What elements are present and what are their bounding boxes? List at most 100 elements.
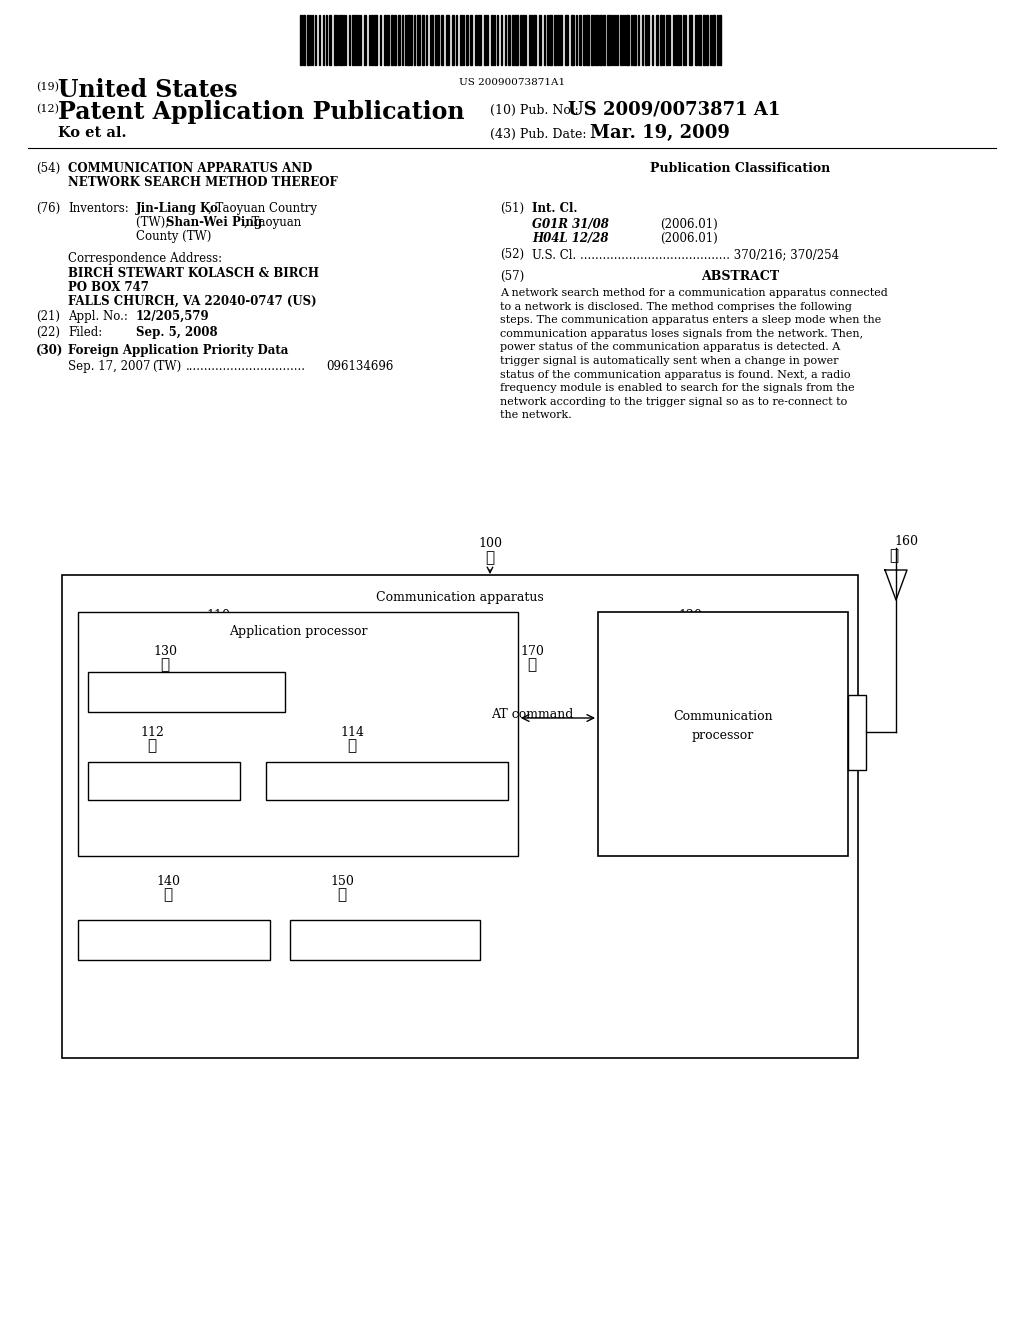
Text: , Taoyuan Country: , Taoyuan Country: [208, 202, 317, 215]
Text: Ko et al.: Ko et al.: [58, 125, 127, 140]
Text: (10) Pub. No.:: (10) Pub. No.:: [490, 104, 579, 117]
Bar: [352, 15, 354, 65]
Text: 170: 170: [520, 645, 544, 657]
Text: (2006.01): (2006.01): [660, 232, 718, 246]
Text: ⌣: ⌣: [213, 622, 222, 636]
Text: 114: 114: [340, 726, 364, 739]
Text: United States: United States: [58, 78, 238, 102]
Bar: [340, 15, 342, 65]
Bar: [398, 15, 400, 65]
Text: (76): (76): [36, 202, 60, 215]
Bar: [374, 15, 377, 65]
Bar: [88, 672, 285, 711]
Bar: [307, 15, 309, 65]
Text: ABSTRACT: ABSTRACT: [701, 271, 779, 282]
Text: Input device: Input device: [345, 935, 425, 948]
Bar: [591, 15, 594, 65]
Text: Application processor: Application processor: [228, 624, 368, 638]
Bar: [560, 15, 562, 65]
Bar: [719, 15, 721, 65]
Bar: [475, 15, 477, 65]
Text: (12): (12): [36, 104, 59, 115]
Text: (2006.01): (2006.01): [660, 218, 718, 231]
Bar: [565, 15, 568, 65]
Bar: [329, 15, 331, 65]
Bar: [598, 612, 848, 855]
Text: 130: 130: [153, 645, 177, 657]
Text: ⌣: ⌣: [347, 739, 356, 752]
Bar: [660, 15, 662, 65]
Text: 112: 112: [140, 726, 164, 739]
Text: ⌣: ⌣: [161, 657, 170, 672]
Bar: [290, 920, 480, 960]
Bar: [407, 15, 410, 65]
Bar: [78, 920, 270, 960]
Bar: [508, 15, 510, 65]
Bar: [266, 762, 508, 800]
Text: Sep. 17, 2007: Sep. 17, 2007: [68, 360, 151, 374]
Bar: [633, 15, 636, 65]
Text: A network search method for a communication apparatus connected
to a network is : A network search method for a communicat…: [500, 288, 888, 420]
Text: (22): (22): [36, 326, 60, 339]
Text: 160: 160: [894, 535, 918, 548]
Text: Publication Classification: Publication Classification: [650, 162, 830, 176]
Bar: [422, 15, 424, 65]
Text: NETWORK SEARCH METHOD THEREOF: NETWORK SEARCH METHOD THEREOF: [68, 176, 338, 189]
Bar: [470, 15, 472, 65]
Text: 120: 120: [678, 609, 701, 622]
Bar: [384, 15, 386, 65]
Text: ⌣: ⌣: [147, 739, 157, 752]
Bar: [334, 15, 337, 65]
Text: Foreign Application Priority Data: Foreign Application Priority Data: [68, 345, 289, 356]
Bar: [595, 15, 598, 65]
Bar: [512, 15, 514, 65]
Text: (19): (19): [36, 82, 59, 92]
Bar: [534, 15, 536, 65]
Text: (57): (57): [500, 271, 524, 282]
Bar: [539, 15, 541, 65]
Bar: [603, 15, 605, 65]
Bar: [490, 15, 493, 65]
Bar: [446, 15, 449, 65]
Bar: [452, 15, 454, 65]
Bar: [689, 15, 692, 65]
Text: ⌣: ⌣: [527, 657, 537, 672]
Text: 096134696: 096134696: [326, 360, 393, 374]
Bar: [554, 15, 556, 65]
Text: BIRCH STEWART KOLASCH & BIRCH: BIRCH STEWART KOLASCH & BIRCH: [68, 267, 319, 280]
Bar: [586, 15, 589, 65]
Text: (21): (21): [36, 310, 60, 323]
Bar: [706, 15, 708, 65]
Text: Inventors:: Inventors:: [68, 202, 129, 215]
Bar: [391, 15, 393, 65]
Bar: [695, 15, 697, 65]
Bar: [88, 762, 240, 800]
Bar: [848, 696, 866, 770]
Text: (43) Pub. Date:: (43) Pub. Date:: [490, 128, 587, 141]
Bar: [571, 15, 574, 65]
Text: Shan-Wei Ping: Shan-Wei Ping: [166, 216, 262, 228]
Bar: [515, 15, 518, 65]
Bar: [666, 15, 668, 65]
Bar: [466, 15, 468, 65]
Bar: [460, 15, 462, 65]
Text: , Taoyuan: , Taoyuan: [244, 216, 301, 228]
Bar: [607, 15, 610, 65]
Bar: [387, 15, 389, 65]
Bar: [484, 15, 486, 65]
Bar: [529, 15, 532, 65]
Bar: [303, 15, 305, 65]
Text: ⌣: ⌣: [685, 622, 694, 636]
Text: Filed:: Filed:: [68, 326, 102, 339]
Text: G01R 31/08: G01R 31/08: [532, 218, 609, 231]
Bar: [703, 15, 705, 65]
Text: County (TW): County (TW): [136, 230, 211, 243]
Text: Int. Cl.: Int. Cl.: [532, 202, 578, 215]
Text: H04L 12/28: H04L 12/28: [532, 232, 608, 246]
Bar: [437, 15, 439, 65]
Bar: [712, 15, 715, 65]
Bar: [698, 15, 701, 65]
Text: Patent Application Publication: Patent Application Publication: [58, 100, 465, 124]
Text: Timer: Timer: [145, 776, 182, 788]
Bar: [430, 15, 433, 65]
